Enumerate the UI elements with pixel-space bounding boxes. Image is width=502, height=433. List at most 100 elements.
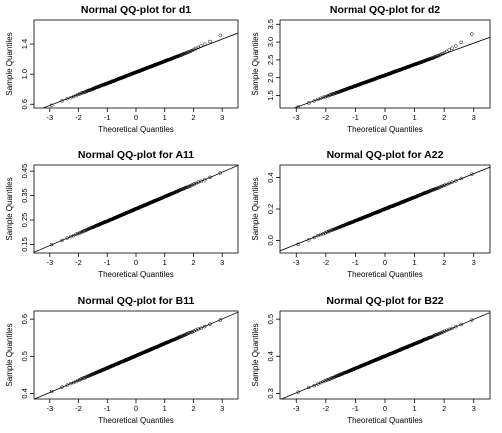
qq-point [71,380,76,385]
x-tick-label: 0 [134,404,138,413]
chart-title: Normal QQ-plot for B22 [326,295,443,307]
qq-point [192,329,196,333]
x-tick-label: -1 [352,404,359,413]
qq-points [296,172,474,247]
x-tick-label: -3 [293,258,300,267]
x-tick-label: 3 [220,258,224,267]
qq-point [330,92,335,96]
x-tick-label: 0 [134,258,138,267]
x-tick-label: 1 [163,258,167,267]
x-tick-label: 0 [383,113,387,122]
y-tick-label: 0.35 [20,188,29,203]
x-axis-label: Theoretical Quantiles [98,125,174,134]
qq-point [296,105,300,109]
y-axis-label: Sample Quantiles [5,323,14,386]
chart-title: Normal QQ-plot for A11 [78,149,194,161]
qq-panel-1: Normal QQ-plot for d1 -3 -2 -1 0 1 2 3 Theoretic… [5,4,239,134]
x-tick-label: 3 [472,113,476,122]
qq-panel-4: Normal QQ-plot for A22 -3 -2 -1 0 1 2 3 Theoreti… [251,149,491,279]
qq-panel-5: Normal QQ-plot for B11 -3 -2 -1 0 1 2 3 Theoreti… [5,295,239,425]
qq-point [76,231,80,236]
qq-point [459,176,463,181]
qq-point [208,175,212,180]
x-axis-label: Theoretical Quantiles [347,270,423,279]
y-tick-label: 0.6 [20,99,29,109]
qq-point [325,378,329,382]
qq-points [296,318,474,394]
y-axis-label: Sample Quantiles [251,32,260,95]
x-tick-label: 2 [191,258,195,267]
x-tick-label: 2 [191,113,195,122]
x-tick-label: -2 [75,404,82,413]
qq-point [470,32,474,36]
x-tick-label: -1 [104,404,111,413]
qq-point [86,88,91,93]
qq-point [199,179,203,184]
qq-point [65,236,69,240]
qq-point [316,234,320,238]
qq-point [218,171,223,175]
qq-point [60,238,64,243]
qq-point [65,96,69,101]
x-tick-label: -1 [104,258,111,267]
x-tick-label: 0 [383,404,387,413]
y-tick-label: 0.4 [266,172,275,182]
qq-point [431,56,435,60]
qq-point [307,385,311,390]
y-tick-label: 0.6 [20,314,29,324]
qq-point [208,39,212,44]
qq-point [65,383,69,387]
x-tick-label: 0 [383,258,387,267]
y-tick-label: 0.2 [266,204,275,214]
x-tick-label: -1 [104,113,111,122]
qq-point [439,330,444,335]
qq-point [199,44,203,48]
qq-point [325,230,329,234]
x-tick-label: -3 [46,258,53,267]
qq-point [190,183,195,187]
y-tick-label: 0.5 [20,351,29,361]
qq-point [60,99,64,103]
qq-point [203,178,207,182]
qq-point [71,94,76,99]
chart-title: Normal QQ-plot for B11 [78,295,195,307]
qq-point [89,372,94,377]
qq-point [470,172,474,176]
qq-point [439,52,444,56]
x-tick-label: -2 [323,404,330,413]
qq-point [181,186,186,191]
qq-point [218,318,223,322]
qq-point [74,232,78,237]
y-tick-label: 0.15 [20,237,29,252]
y-tick-label: 0.4 [266,351,275,361]
y-tick-label: 2.5 [266,55,275,65]
qq-point [89,225,94,230]
qq-point [203,42,207,46]
qq-point [189,330,193,335]
x-tick-label: -2 [75,258,82,267]
qq-point [316,382,320,386]
qq-points [49,318,223,394]
x-tick-label: -2 [323,258,330,267]
qq-point [80,90,85,95]
qq-point [60,385,64,389]
qq-point [454,44,458,48]
x-tick-label: 3 [472,404,476,413]
qq-point [312,235,316,240]
x-tick-label: 2 [442,113,446,122]
qq-point [189,49,193,53]
x-tick-label: 1 [412,404,416,413]
qq-point [323,95,327,99]
qq-point [470,318,474,322]
x-axis-label: Theoretical Quantiles [98,270,174,279]
x-tick-label: 3 [220,113,224,122]
x-tick-label: 1 [412,113,416,122]
y-tick-label: 1.0 [20,69,29,79]
qq-point [454,324,458,329]
qq-point [218,33,223,38]
qq-point [454,179,458,183]
qq-point [296,390,300,394]
y-tick-label: 0.45 [20,164,29,179]
qq-point [443,183,447,187]
